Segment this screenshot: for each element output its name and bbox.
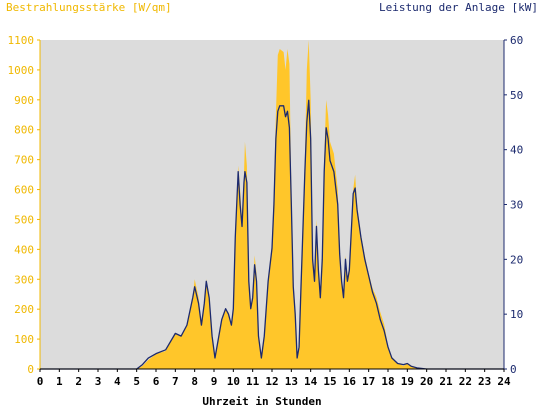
- x-tick-label: 13: [285, 375, 298, 388]
- left-axis-ticks: 0 100 200 300 400 500 600 700 800 900 1000 1100: [8, 34, 40, 376]
- x-tick-label: 11: [246, 375, 260, 388]
- x-tick-label: 19: [401, 375, 414, 388]
- left-tick-label: 1000: [8, 64, 35, 77]
- x-tick-label: 0: [37, 375, 44, 388]
- left-tick-label: 0: [27, 363, 34, 376]
- x-tick-label: 3: [95, 375, 102, 388]
- x-tick-label: 16: [343, 375, 357, 388]
- x-axis-label: Uhrzeit in Stunden: [202, 395, 321, 408]
- power-line: [40, 99, 504, 370]
- x-axis-ticks: 0 1 2 3 4 5 6 7 8 9 10 11 12 13 14 15 16 17 18 19 20 21 22 23 24: [37, 369, 511, 388]
- x-tick-label: 9: [211, 375, 218, 388]
- right-tick-label: 30: [510, 199, 523, 212]
- x-tick-label: 23: [478, 375, 491, 388]
- left-tick-label: 100: [14, 333, 34, 346]
- x-tick-label: 20: [420, 375, 433, 388]
- x-tick-label: 5: [133, 375, 140, 388]
- left-tick-label: 700: [14, 154, 34, 167]
- x-tick-label: 22: [459, 375, 472, 388]
- x-tick-label: 6: [153, 375, 160, 388]
- left-axis-label: Bestrahlungsstärke [W/qm]: [6, 1, 172, 14]
- left-tick-label: 900: [14, 94, 34, 107]
- x-tick-label: 15: [323, 375, 336, 388]
- x-tick-label: 1: [56, 375, 63, 388]
- irradiance-series: [40, 40, 504, 369]
- irradiance-area: [40, 40, 504, 369]
- x-tick-label: 4: [114, 375, 121, 388]
- power-series: [40, 99, 504, 370]
- x-tick-label: 21: [439, 375, 453, 388]
- x-tick-label: 12: [265, 375, 278, 388]
- x-tick-label: 14: [304, 375, 318, 388]
- right-tick-label: 40: [510, 144, 523, 157]
- left-tick-label: 400: [14, 243, 34, 256]
- x-tick-label: 2: [75, 375, 82, 388]
- left-tick-label: 600: [14, 184, 34, 197]
- right-tick-label: 60: [510, 34, 523, 47]
- x-tick-label: 10: [227, 375, 240, 388]
- x-tick-label: 7: [172, 375, 179, 388]
- x-tick-label: 8: [191, 375, 198, 388]
- right-tick-label: 0: [510, 363, 517, 376]
- left-tick-label: 500: [14, 213, 34, 226]
- right-axis-label: Leistung der Anlage [kW]: [379, 1, 538, 14]
- left-tick-label: 1100: [8, 34, 35, 47]
- right-tick-label: 50: [510, 89, 523, 102]
- right-tick-label: 10: [510, 308, 523, 321]
- left-tick-label: 200: [14, 303, 34, 316]
- left-tick-label: 800: [14, 124, 34, 137]
- x-tick-label: 24: [497, 375, 511, 388]
- left-tick-label: 300: [14, 273, 34, 286]
- right-tick-label: 20: [510, 253, 523, 266]
- right-axis-ticks: 0 10 20 30 40 50 60: [504, 34, 523, 376]
- x-tick-label: 18: [381, 375, 394, 388]
- x-tick-label: 17: [362, 375, 375, 388]
